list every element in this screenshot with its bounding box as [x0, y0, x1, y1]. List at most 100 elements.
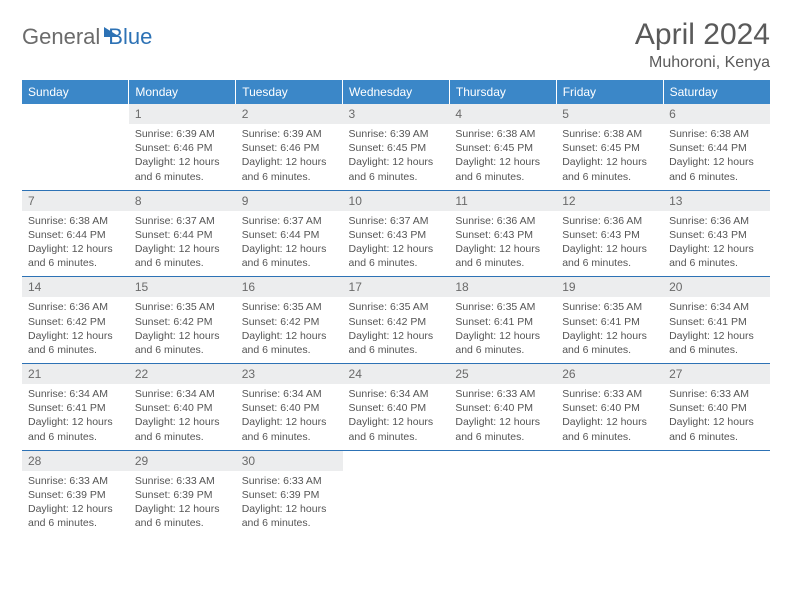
sunset-text: Sunset: 6:41 PM [562, 315, 657, 329]
daylight-text: Daylight: 12 hours and 6 minutes. [135, 242, 230, 270]
day-number: 22 [129, 364, 236, 384]
sunrise-text: Sunrise: 6:34 AM [349, 387, 444, 401]
sunrise-text: Sunrise: 6:33 AM [455, 387, 550, 401]
calendar-cell: 16Sunrise: 6:35 AMSunset: 6:42 PMDayligh… [236, 277, 343, 364]
sunset-text: Sunset: 6:42 PM [349, 315, 444, 329]
daylight-text: Daylight: 12 hours and 6 minutes. [562, 415, 657, 443]
day-details: Sunrise: 6:33 AMSunset: 6:40 PMDaylight:… [663, 384, 770, 450]
day-details: Sunrise: 6:33 AMSunset: 6:40 PMDaylight:… [556, 384, 663, 450]
sunrise-text: Sunrise: 6:38 AM [28, 214, 123, 228]
day-details: Sunrise: 6:37 AMSunset: 6:44 PMDaylight:… [236, 211, 343, 277]
calendar-cell: 11Sunrise: 6:36 AMSunset: 6:43 PMDayligh… [449, 190, 556, 277]
day-number: 15 [129, 277, 236, 297]
daylight-text: Daylight: 12 hours and 6 minutes. [242, 415, 337, 443]
day-details: Sunrise: 6:38 AMSunset: 6:45 PMDaylight:… [556, 124, 663, 190]
col-friday: Friday [556, 80, 663, 104]
daylight-text: Daylight: 12 hours and 6 minutes. [28, 329, 123, 357]
day-details: Sunrise: 6:33 AMSunset: 6:39 PMDaylight:… [236, 471, 343, 537]
calendar-cell: 9Sunrise: 6:37 AMSunset: 6:44 PMDaylight… [236, 190, 343, 277]
sunset-text: Sunset: 6:45 PM [455, 141, 550, 155]
calendar-cell [22, 104, 129, 190]
day-number: 27 [663, 364, 770, 384]
day-details: Sunrise: 6:34 AMSunset: 6:41 PMDaylight:… [663, 297, 770, 363]
daylight-text: Daylight: 12 hours and 6 minutes. [349, 242, 444, 270]
sunset-text: Sunset: 6:45 PM [349, 141, 444, 155]
day-number: 5 [556, 104, 663, 124]
calendar-week-row: 21 Sunrise: 6:34 AM Sunset: 6:41 PM Dayligh… [22, 364, 770, 451]
calendar-cell: 17Sunrise: 6:35 AMSunset: 6:42 PMDayligh… [343, 277, 450, 364]
calendar-cell [343, 450, 450, 536]
daylight-text: Daylight: 12 hours and 6 minutes. [349, 329, 444, 357]
day-number: 26 [556, 364, 663, 384]
day-details: Sunrise: 6:35 AMSunset: 6:42 PMDaylight:… [129, 297, 236, 363]
sunset-text: Sunset: 6:45 PM [562, 141, 657, 155]
title-block: April 2024 Muhoroni, Kenya [635, 18, 770, 72]
daylight-text: Daylight: 12 hours and 6 minutes. [669, 155, 764, 183]
daylight-text: Daylight: 12 hours and 6 minutes. [135, 329, 230, 357]
sunrise-text: Sunrise: 6:36 AM [455, 214, 550, 228]
day-number: 28 [22, 451, 129, 471]
sunrise-text: Sunrise: 6:33 AM [562, 387, 657, 401]
day-number: 6 [663, 104, 770, 124]
location-label: Muhoroni, Kenya [635, 54, 770, 72]
calendar-cell: 15Sunrise: 6:35 AMSunset: 6:42 PMDayligh… [129, 277, 236, 364]
calendar-week-row: 14Sunrise: 6:36 AMSunset: 6:42 PMDayligh… [22, 277, 770, 364]
daylight-text: Daylight: 12 hours and 6 minutes. [562, 329, 657, 357]
day-number: 25 [449, 364, 556, 384]
calendar-cell: 26Sunrise: 6:33 AMSunset: 6:40 PMDayligh… [556, 364, 663, 451]
day-number: 14 [22, 277, 129, 297]
daylight-text: Daylight: 12 hours and 6 minutes. [455, 415, 550, 443]
day-details: Sunrise: 6:34 AMSunset: 6:40 PMDaylight:… [129, 384, 236, 450]
daylight-text: Daylight: 12 hours and 6 minutes. [562, 155, 657, 183]
day-header-row: Sunday Monday Tuesday Wednesday Thursday… [22, 80, 770, 104]
daylight-text: Daylight: 12 hours and 6 minutes. [242, 502, 337, 530]
calendar-week-row: 1Sunrise: 6:39 AMSunset: 6:46 PMDaylight… [22, 104, 770, 190]
sunrise-text: Sunrise: 6:33 AM [669, 387, 764, 401]
calendar-cell [663, 450, 770, 536]
calendar-week-row: 28 Sunrise: 6:33 AMSunset: 6:39 PMDayligh… [22, 450, 770, 536]
calendar-cell: 21Sunrise: 6:34 AMSunset: 6:41 PMDayligh… [22, 364, 129, 451]
day-details: Sunrise: 6:39 AMSunset: 6:46 PMDaylight:… [129, 124, 236, 190]
sunrise-text: Sunrise: 6:35 AM [242, 300, 337, 314]
sunrise-text: Sunrise: 6:34 AM [135, 387, 230, 401]
calendar-table: Sunday Monday Tuesday Wednesday Thursday… [22, 80, 770, 536]
calendar-cell: 12Sunrise: 6:36 AMSunset: 6:43 PMDayligh… [556, 190, 663, 277]
daylight-text: Daylight: 12 hours and 6 minutes. [28, 502, 123, 530]
daylight-text: Daylight: 12 hours and 6 minutes. [242, 242, 337, 270]
day-details: Sunrise: 6:34 AMSunset: 6:40 PMDaylight:… [343, 384, 450, 450]
sunrise-text: Sunrise: 6:37 AM [349, 214, 444, 228]
sunrise-text: Sunrise: 6:36 AM [28, 300, 123, 314]
sunset-text: Sunset: 6:40 PM [135, 401, 230, 415]
day-details: Sunrise: 6:38 AMSunset: 6:44 PMDaylight:… [663, 124, 770, 190]
day-details: Sunrise: 6:38 AMSunset: 6:45 PMDaylight:… [449, 124, 556, 190]
calendar-cell: 13Sunrise: 6:36 AMSunset: 6:43 PMDayligh… [663, 190, 770, 277]
sunrise-text: Sunrise: 6:36 AM [562, 214, 657, 228]
day-details: Sunrise: 6:35 AMSunset: 6:41 PMDaylight:… [449, 297, 556, 363]
day-number: 19 [556, 277, 663, 297]
col-saturday: Saturday [663, 80, 770, 104]
logo: General Blue [22, 24, 152, 50]
day-number: 20 [663, 277, 770, 297]
calendar-cell: 7Sunrise: 6:38 AMSunset: 6:44 PMDaylight… [22, 190, 129, 277]
day-details: Sunrise: 6:35 AMSunset: 6:42 PMDaylight:… [343, 297, 450, 363]
calendar-cell: 1Sunrise: 6:39 AMSunset: 6:46 PMDaylight… [129, 104, 236, 190]
calendar-cell: 3Sunrise: 6:39 AMSunset: 6:45 PMDaylight… [343, 104, 450, 190]
sunset-text: Sunset: 6:41 PM [669, 315, 764, 329]
calendar-cell: 30Sunrise: 6:33 AMSunset: 6:39 PMDayligh… [236, 450, 343, 536]
col-sunday: Sunday [22, 80, 129, 104]
daylight-text: Daylight: 12 hours and 6 minutes. [455, 155, 550, 183]
sunrise-text: Sunrise: 6:38 AM [562, 127, 657, 141]
sunset-text: Sunset: 6:44 PM [28, 228, 123, 242]
sunset-text: Sunset: 6:40 PM [669, 401, 764, 415]
col-monday: Monday [129, 80, 236, 104]
day-details: Sunrise: 6:36 AMSunset: 6:43 PMDaylight:… [556, 211, 663, 277]
sunset-text: Sunset: 6:41 PM [28, 401, 123, 415]
sunrise-text: Sunrise: 6:36 AM [669, 214, 764, 228]
daylight-text: Daylight: 12 hours and 6 minutes. [455, 242, 550, 270]
sunset-text: Sunset: 6:44 PM [242, 228, 337, 242]
calendar-cell: 5Sunrise: 6:38 AMSunset: 6:45 PMDaylight… [556, 104, 663, 190]
day-details: Sunrise: 6:39 AMSunset: 6:45 PMDaylight:… [343, 124, 450, 190]
day-number: 11 [449, 191, 556, 211]
day-number: 21 [22, 364, 129, 384]
daylight-text: Daylight: 12 hours and 6 minutes. [455, 329, 550, 357]
